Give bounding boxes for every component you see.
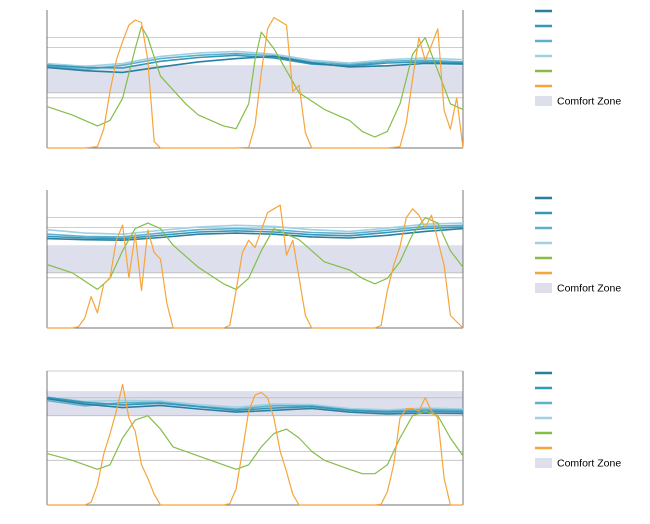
series-line-outdoor <box>46 26 464 138</box>
series-line-outdoor <box>46 217 464 290</box>
series-line-swing <box>46 224 464 238</box>
legend: Comfort Zone <box>535 9 621 108</box>
series-line-swing <box>46 52 464 71</box>
series-line-loft <box>46 50 464 68</box>
legend-label-comfort-zone: Comfort Zone <box>557 458 621 470</box>
comfort-zone-band <box>47 245 463 273</box>
series-line-outdoor <box>46 410 464 475</box>
series-line-bedroom <box>46 396 464 413</box>
legend: Comfort Zone <box>535 371 621 470</box>
series-line-solar <box>47 383 463 506</box>
comfort-zone-band <box>47 65 463 93</box>
series-line-bedroom <box>46 226 464 240</box>
chart-panel-3: Comfort Zone <box>46 370 621 506</box>
series-line-bedroom <box>46 54 464 69</box>
series-line-loft <box>46 396 464 411</box>
series-line-loft <box>46 222 464 235</box>
chart-panel-1: Comfort Zone <box>46 9 621 149</box>
series-line-swing <box>46 399 464 413</box>
series-line-solar <box>47 204 464 329</box>
legend-label-comfort-zone: Comfort Zone <box>557 96 621 108</box>
legend-swatch-comfort-zone <box>535 96 552 106</box>
chart-panel-2: Comfort Zone <box>46 190 621 329</box>
legend-swatch-comfort-zone <box>535 458 552 468</box>
legend-swatch-comfort-zone <box>535 283 552 293</box>
legend: Comfort Zone <box>535 196 621 295</box>
series-line-living <box>46 397 464 415</box>
series-line-solar <box>47 16 464 149</box>
legend-label-comfort-zone: Comfort Zone <box>557 283 621 295</box>
